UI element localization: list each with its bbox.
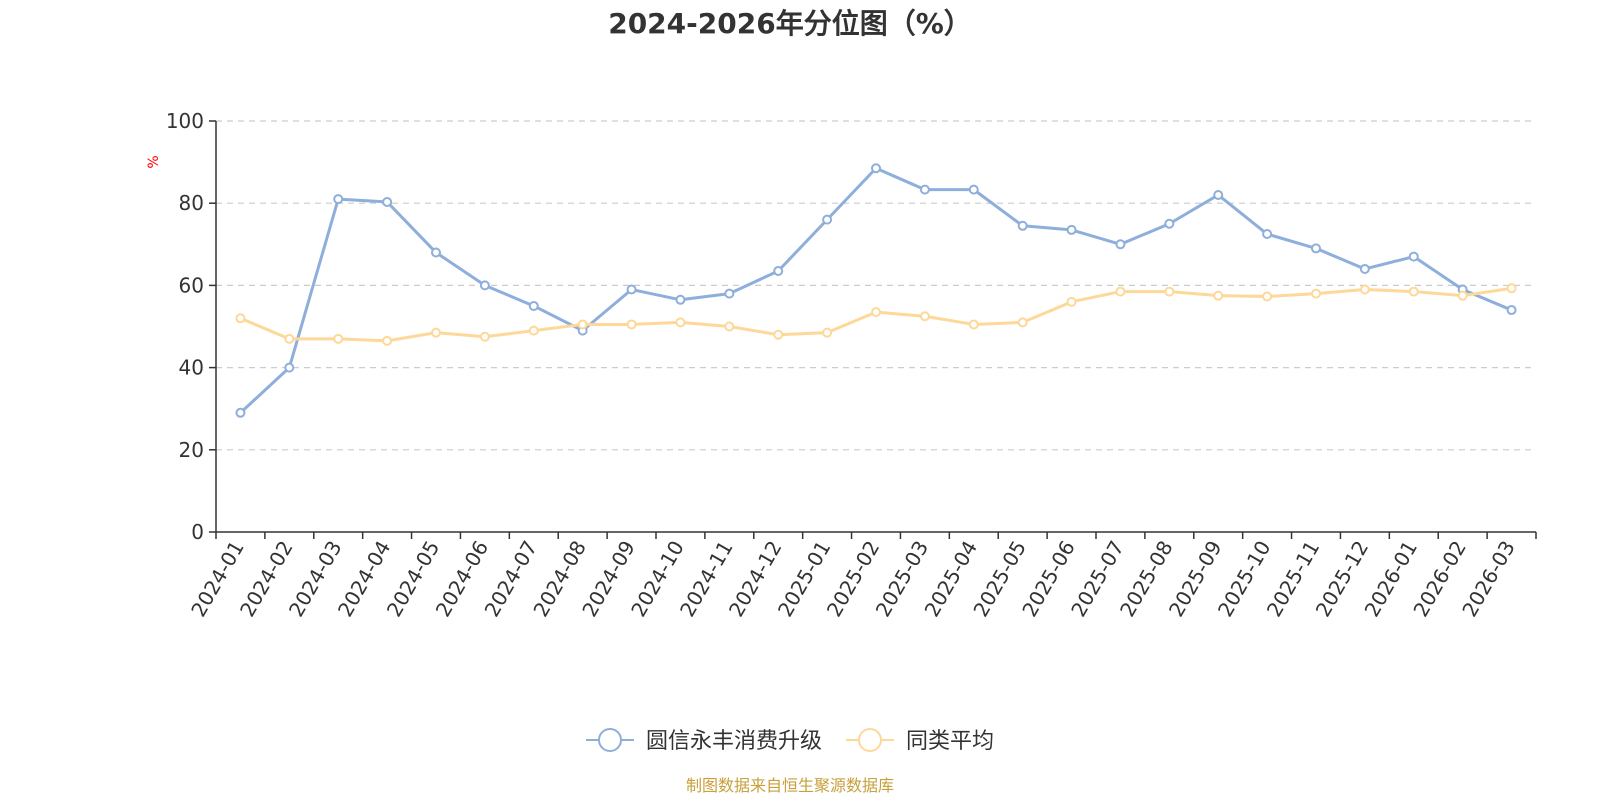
data-point[interactable] — [1115, 286, 1126, 297]
data-point[interactable] — [284, 333, 295, 344]
data-point[interactable] — [479, 331, 490, 342]
data-point[interactable] — [1213, 290, 1224, 301]
data-point[interactable] — [1506, 283, 1517, 294]
data-point[interactable] — [1457, 290, 1468, 301]
data-point[interactable] — [1359, 263, 1370, 274]
data-point[interactable] — [431, 327, 441, 338]
y-axis-label: % — [146, 155, 162, 168]
data-point[interactable] — [675, 317, 686, 328]
data-point[interactable] — [333, 194, 344, 205]
data-point[interactable] — [822, 214, 833, 225]
data-point[interactable] — [968, 319, 979, 330]
data-point[interactable] — [871, 307, 881, 318]
data-point[interactable] — [626, 319, 637, 330]
series-line — [239, 166, 1513, 414]
data-point[interactable] — [431, 247, 441, 258]
data-point[interactable] — [382, 335, 393, 346]
data-point[interactable] — [822, 327, 833, 338]
legend[interactable]: 圆信永丰消费升级 同类平均 — [586, 728, 994, 754]
data-point[interactable] — [1408, 251, 1419, 262]
data-point[interactable] — [773, 266, 784, 277]
series-lines — [235, 163, 1517, 418]
data-point[interactable] — [919, 184, 930, 195]
legend-marker — [598, 728, 622, 752]
data-point[interactable] — [1164, 286, 1175, 297]
chart-title: 2024-2026年分位图（%） — [608, 7, 972, 40]
legend-label: 圆信永丰消费升级 — [646, 729, 822, 754]
data-point[interactable] — [724, 288, 735, 299]
data-point[interactable] — [333, 333, 344, 344]
data-point[interactable] — [626, 284, 637, 295]
data-point[interactable] — [1359, 284, 1370, 295]
data-point[interactable] — [773, 329, 784, 340]
data-point[interactable] — [1017, 317, 1028, 328]
legend-label: 同类平均 — [906, 729, 994, 754]
data-point[interactable] — [1506, 305, 1517, 316]
data-point[interactable] — [1213, 189, 1224, 200]
data-point[interactable] — [724, 321, 735, 332]
data-point[interactable] — [528, 325, 539, 336]
data-point[interactable] — [1115, 239, 1126, 250]
data-point[interactable] — [1311, 288, 1321, 299]
y-tick-label: 80 — [179, 191, 204, 215]
series-2 — [235, 283, 1517, 346]
legend-item-1[interactable]: 圆信永丰消费升级 — [586, 728, 822, 754]
data-point[interactable] — [1066, 224, 1077, 235]
legend-item-2[interactable]: 同类平均 — [846, 728, 994, 754]
data-point[interactable] — [871, 163, 881, 174]
data-point[interactable] — [968, 184, 979, 195]
data-point[interactable] — [1408, 286, 1419, 297]
data-point[interactable] — [1164, 218, 1175, 229]
y-tick-label: 20 — [179, 438, 204, 462]
y-tick-label: 100 — [166, 109, 204, 133]
y-tick-label: 40 — [179, 356, 204, 380]
y-tick-label: 60 — [179, 273, 204, 297]
data-point[interactable] — [235, 407, 246, 418]
data-point[interactable] — [1311, 243, 1321, 254]
data-point[interactable] — [1066, 296, 1077, 307]
data-point[interactable] — [528, 300, 539, 311]
source-note: 制图数据来自恒生聚源数据库 — [686, 776, 894, 795]
series-1 — [235, 163, 1517, 418]
data-point[interactable] — [577, 319, 588, 330]
y-tick-label: 0 — [191, 520, 204, 544]
axes: 0204060801002024-012024-022024-032024-04… — [166, 109, 1537, 621]
data-point[interactable] — [479, 280, 490, 291]
legend-marker — [858, 728, 882, 752]
data-point[interactable] — [235, 313, 246, 324]
data-point[interactable] — [284, 362, 295, 373]
data-point[interactable] — [1017, 220, 1028, 231]
grid-lines — [216, 120, 1536, 451]
data-point[interactable] — [1262, 229, 1273, 240]
data-point[interactable] — [675, 294, 686, 305]
data-point[interactable] — [919, 311, 930, 322]
data-point[interactable] — [382, 196, 393, 207]
data-point[interactable] — [1262, 291, 1273, 302]
